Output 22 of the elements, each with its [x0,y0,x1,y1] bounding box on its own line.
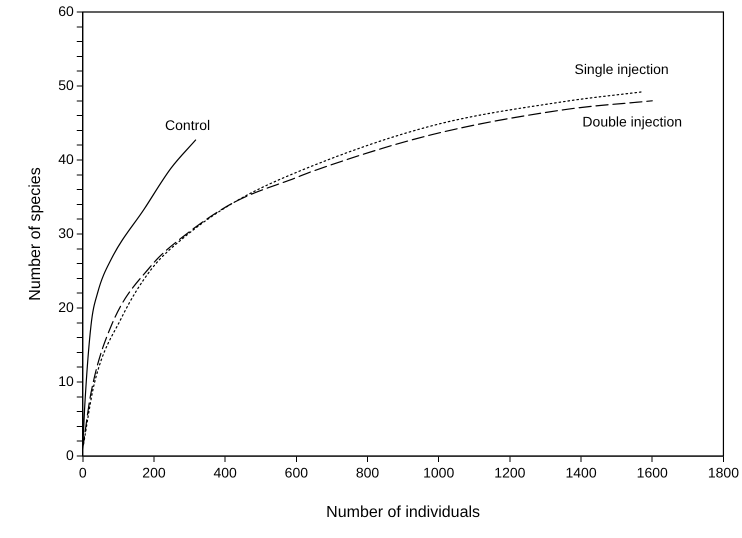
series-label: Control [165,116,210,133]
y-tick-label: 10 [58,372,74,389]
x-tick-label: 800 [356,464,380,480]
x-tick-label: 1800 [708,464,740,480]
x-axis-title: Number of individuals [326,504,480,521]
y-tick-label: 30 [58,224,74,241]
y-tick-label: 20 [58,298,74,315]
x-tick-label: 1200 [494,464,526,480]
y-axis-title: Number of species [27,167,44,301]
x-tick-label: 1600 [636,464,668,480]
y-tick-label: 40 [58,150,74,167]
x-tick-label: 600 [284,464,308,480]
series-label: Single injection [574,60,669,77]
x-tick-label: 400 [213,464,238,480]
x-tick-label: 0 [78,464,87,480]
y-tick-label: 60 [58,2,74,19]
series-label: Double injection [582,114,682,130]
x-tick-label: 1400 [565,464,597,480]
y-tick-label: 0 [66,446,74,463]
x-tick-label: 1000 [423,464,454,480]
y-tick-label: 50 [58,76,74,93]
x-tick-label: 200 [142,464,166,480]
